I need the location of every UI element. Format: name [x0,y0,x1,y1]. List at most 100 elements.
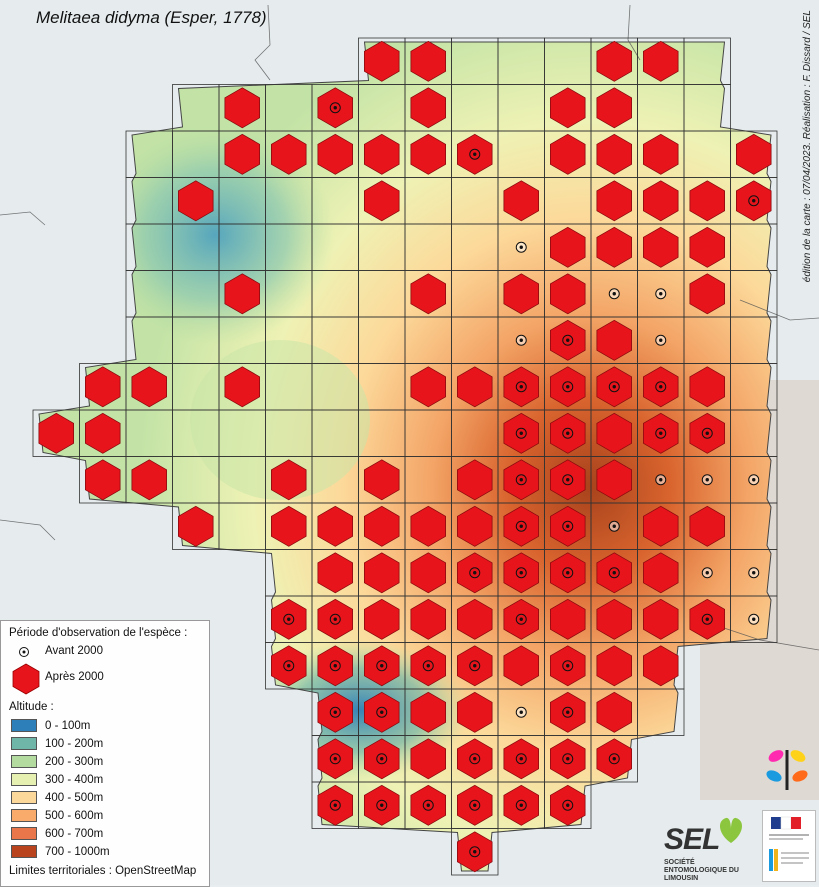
legend-altitude-title: Altitude : [9,701,54,713]
before-2000-symbol [19,647,29,657]
occurrence-cell [224,87,261,129]
before-2000-dot [519,524,523,528]
after-2000-hexagon [736,133,772,175]
grid-cell [544,781,592,829]
occurrence-cell [596,738,632,780]
occurrence-cell [363,552,400,594]
occurrence-cell [748,567,760,579]
after-2000-hexagon [224,133,261,175]
occurrence-cell [643,505,679,547]
occurrence-cell [596,226,632,268]
occurrence-cell [550,366,586,408]
altitude-class-row: 100 - 200m [11,737,103,750]
occurrence-cell [456,691,493,733]
before-2000-dot [752,571,756,575]
before-2000-dot [705,478,709,482]
before-2000-dot [612,385,616,389]
before-2000-ring [422,660,434,672]
occurrence-cell [503,552,539,594]
sel-butterfly-icon [719,817,743,843]
occurrence-cell [456,552,493,594]
occurrence-cell [410,273,447,315]
after-2000-hexagon [643,226,679,268]
occurrence-cell [317,738,354,780]
occurrence-cell [515,334,527,346]
after-2000-hexagon [596,133,632,175]
occurrence-cell [131,366,168,408]
after-2000-hexagon [689,273,725,315]
after-2000-hexagon [689,366,725,408]
occurrence-cell [515,706,527,718]
grid-cell [637,688,685,736]
before-2000-dot [519,617,523,621]
before-2000-dot [426,664,430,668]
altitude-label: 0 - 100m [45,719,91,732]
altitude-class-row: 700 - 1000m [11,845,110,858]
occurrence-cell [689,226,725,268]
before-2000-ring [329,102,341,114]
before-2000-dot [473,850,477,854]
altitude-swatch [11,737,37,750]
occurrence-cell [363,505,400,547]
after-2000-hexagon [503,180,539,222]
before-2000-ring [608,381,620,393]
before-2000-ring [655,381,667,393]
sel-logo: SEL SOCIÉTÉ ENTOMOLOGIQUE DU LIMOUSIN [662,815,752,882]
occurrence-cell [363,598,400,640]
before-2000-dot [612,757,616,761]
occurrence-cell [655,288,667,300]
occurrence-cell [410,505,447,547]
before-2000-dot [659,338,663,342]
grid-cell [590,735,638,783]
after-2000-hexagon [363,40,400,82]
before-2000-ring [562,799,574,811]
after-2000-hexagon [410,366,447,408]
occurrence-cell [456,133,493,175]
occurrence-cell [596,180,632,222]
before-2000-ring [376,753,388,765]
occurrence-cell [456,784,493,826]
occurrence-cell [503,784,539,826]
legend-after-label: Après 2000 [45,671,104,683]
before-2000-dot [659,385,663,389]
before-2000-ring [655,427,667,439]
after-2000-hexagon [177,505,214,547]
after-2000-hexagon [363,552,400,594]
dreal-logo [762,810,816,882]
occurrence-cell [643,366,679,408]
after-2000-hexagon [85,366,121,408]
before-2000-dot [333,710,337,714]
after-2000-hexagon [596,459,632,501]
occurrence-cell [550,784,586,826]
occurrence-cell [363,180,400,222]
grid-cells [32,37,778,876]
before-2000-dot [752,199,756,203]
occurrence-cell [655,474,667,486]
occurrence-cell [503,366,539,408]
occurrence-cell [643,40,679,82]
occurrence-cell [701,474,713,486]
after-2000-hexagon [131,459,168,501]
occurrence-cell [503,180,539,222]
after-2000-hexagon [317,133,354,175]
occurrence-cell [456,738,493,780]
after-2000-hexagon [38,412,74,454]
after-2000-hexagon [596,226,632,268]
occurrence-cell [550,87,586,129]
before-2000-dot [473,757,477,761]
altitude-label: 200 - 300m [45,755,104,768]
before-2000-dot [473,803,477,807]
before-2000-dot [566,385,570,389]
legend-before-label: Avant 2000 [45,645,103,657]
after-2000-hexagon [550,273,586,315]
occurrence-cell [596,645,632,687]
before-2000-ring [515,799,527,811]
occurrence-cell [550,505,586,547]
before-2000-ring [562,334,574,346]
altitude-class-row: 600 - 700m [11,827,103,840]
occurrence-cell [608,288,620,300]
before-2000-dot [566,478,570,482]
before-2000-dot [333,664,337,668]
before-2000-ring [329,706,341,718]
before-2000-ring [469,753,481,765]
